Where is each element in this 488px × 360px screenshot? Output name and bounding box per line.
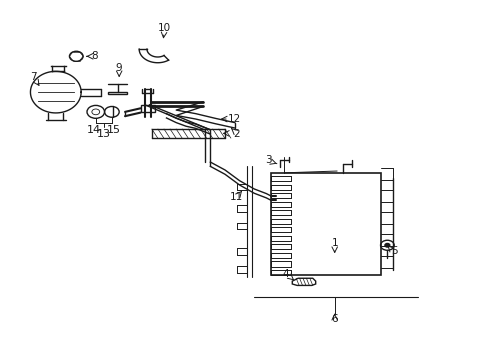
Text: 3: 3 [265,155,272,165]
Text: 1: 1 [331,238,337,248]
Text: 4: 4 [282,269,289,279]
Text: 12: 12 [228,114,241,124]
Text: 5: 5 [390,246,397,256]
Circle shape [384,243,389,247]
Text: 9: 9 [116,63,122,73]
Text: 15: 15 [106,125,120,135]
Text: 10: 10 [157,23,170,33]
Bar [271,173,380,275]
Text: 8: 8 [91,51,98,61]
Text: 14: 14 [87,125,101,135]
Text: 6: 6 [331,314,337,324]
Text: 2: 2 [232,129,239,139]
Text: 13: 13 [97,129,111,139]
Text: 7: 7 [30,72,37,82]
Text: 11: 11 [229,192,243,202]
